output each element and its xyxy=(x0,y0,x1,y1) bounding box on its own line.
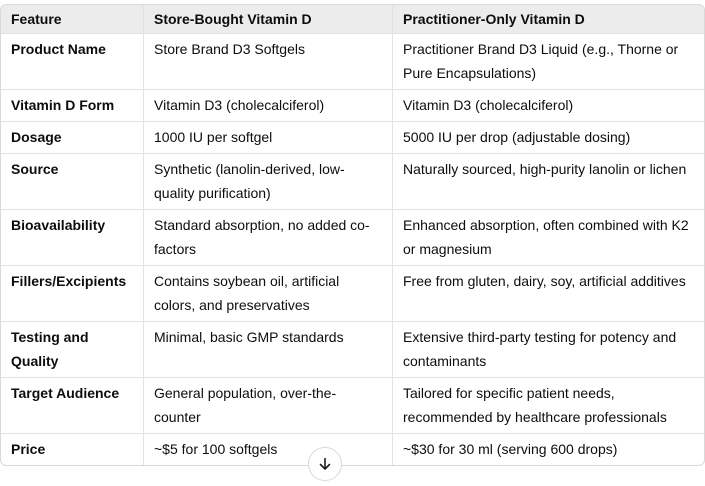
table-row-product-name: Product Name Store Brand D3 Softgels Pra… xyxy=(1,34,704,90)
store-cell: 1000 IU per softgel xyxy=(144,122,393,154)
practitioner-cell: Naturally sourced, high-purity lanolin o… xyxy=(393,154,704,210)
table-row-dosage: Dosage 1000 IU per softgel 5000 IU per d… xyxy=(1,122,704,154)
feature-cell: Target Audience xyxy=(1,378,144,434)
table-row-price: Price ~$5 for 100 softgels ~$30 for 30 m… xyxy=(1,434,704,465)
comparison-table: Feature Store-Bought Vitamin D Practitio… xyxy=(0,4,705,466)
vitamin-d-comparison-table: Feature Store-Bought Vitamin D Practitio… xyxy=(1,5,704,465)
table-row-source: Source Synthetic (lanolin-derived, low-q… xyxy=(1,154,704,210)
column-header-practitioner-only: Practitioner-Only Vitamin D xyxy=(393,5,704,34)
practitioner-cell: 5000 IU per drop (adjustable dosing) xyxy=(393,122,704,154)
practitioner-cell: Practitioner Brand D3 Liquid (e.g., Thor… xyxy=(393,34,704,90)
table-row-target-audience: Target Audience General population, over… xyxy=(1,378,704,434)
store-cell: Contains soybean oil, artificial colors,… xyxy=(144,266,393,322)
practitioner-cell: ~$30 for 30 ml (serving 600 drops) xyxy=(403,441,618,457)
feature-cell: Price xyxy=(1,434,144,465)
store-cell: Vitamin D3 (cholecalciferol) xyxy=(144,90,393,122)
table-header: Feature Store-Bought Vitamin D Practitio… xyxy=(1,5,704,34)
feature-cell: Bioavailability xyxy=(1,210,144,266)
table-row-testing-and-quality: Testing and Quality Minimal, basic GMP s… xyxy=(1,322,704,378)
feature-cell: Vitamin D Form xyxy=(1,90,144,122)
practitioner-cell: Enhanced absorption, often combined with… xyxy=(393,210,704,266)
feature-cell: Product Name xyxy=(1,34,144,90)
header-row: Feature Store-Bought Vitamin D Practitio… xyxy=(1,5,704,34)
feature-cell: Fillers/Excipients xyxy=(1,266,144,322)
store-cell: Minimal, basic GMP standards xyxy=(144,322,393,378)
table-row-bioavailability: Bioavailability Standard absorption, no … xyxy=(1,210,704,266)
feature-cell: Source xyxy=(1,154,144,210)
practitioner-cell: Free from gluten, dairy, soy, artificial… xyxy=(393,266,704,322)
table-body: Product Name Store Brand D3 Softgels Pra… xyxy=(1,34,704,465)
practitioner-cell: Tailored for specific patient needs, rec… xyxy=(393,378,704,434)
store-cell: ~$5 for 100 softgels xyxy=(144,434,393,465)
arrow-down-icon xyxy=(316,455,334,473)
store-cell: Standard absorption, no added co-factors xyxy=(144,210,393,266)
practitioner-cell: Vitamin D3 (cholecalciferol) xyxy=(393,90,704,122)
table-row-fillers-excipients: Fillers/Excipients Contains soybean oil,… xyxy=(1,266,704,322)
scroll-to-bottom-button[interactable] xyxy=(308,447,342,481)
feature-cell: Testing and Quality xyxy=(1,322,144,378)
table-row-vitamin-d-form: Vitamin D Form Vitamin D3 (cholecalcifer… xyxy=(1,90,704,122)
column-header-store-bought: Store-Bought Vitamin D xyxy=(144,5,393,34)
store-cell: Synthetic (lanolin-derived, low-quality … xyxy=(144,154,393,210)
store-cell: Store Brand D3 Softgels xyxy=(144,34,393,90)
column-header-feature: Feature xyxy=(1,5,144,34)
feature-cell: Dosage xyxy=(1,122,144,154)
practitioner-cell: Extensive third-party testing for potenc… xyxy=(393,322,704,378)
store-cell: General population, over-the-counter xyxy=(144,378,393,434)
